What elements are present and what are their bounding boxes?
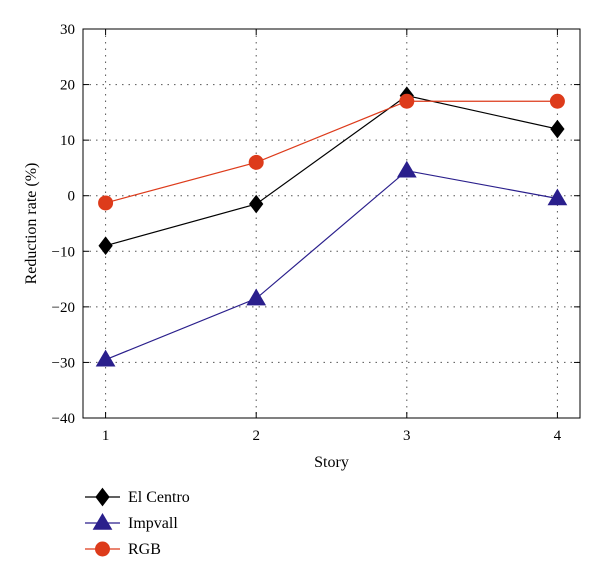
y-tick-label: 30 xyxy=(60,22,75,38)
data-point-impvall xyxy=(246,288,267,306)
legend-label-impvall: Impvall xyxy=(128,515,178,532)
data-point-el-centro xyxy=(550,119,565,139)
legend: El Centro Impvall RGB xyxy=(85,487,190,558)
x-axis-title: Story xyxy=(314,454,349,471)
series-rgb xyxy=(98,93,565,211)
legend-item-el-centro: El Centro xyxy=(85,487,190,507)
y-tick-label: −20 xyxy=(52,300,75,316)
data-point-el-centro xyxy=(249,194,264,214)
data-point-impvall xyxy=(396,160,417,178)
data-point-impvall xyxy=(547,188,568,206)
data-point-rgb xyxy=(98,195,114,211)
x-tick-label: 2 xyxy=(252,428,260,444)
data-point-rgb xyxy=(399,93,415,109)
legend-item-impvall: Impvall xyxy=(85,513,178,532)
plot-frame xyxy=(82,28,581,419)
legend-label-el-centro: El Centro xyxy=(128,489,190,506)
y-axis-title: Reduction rate (%) xyxy=(23,163,40,285)
data-point-rgb xyxy=(248,154,264,170)
y-tick-label: 0 xyxy=(68,189,76,205)
legend-marker-el-centro xyxy=(95,487,110,507)
grid xyxy=(83,29,580,418)
series-line-rgb xyxy=(105,100,558,204)
y-tick-label: −30 xyxy=(52,355,75,371)
legend-item-rgb: RGB xyxy=(85,541,161,558)
series-impvall xyxy=(95,160,568,367)
legend-label-rgb: RGB xyxy=(128,541,161,558)
series-line-impvall xyxy=(105,170,558,361)
series-line-el-centro xyxy=(105,95,558,247)
y-tick-label: −40 xyxy=(52,411,75,427)
data-point-el-centro xyxy=(98,236,113,256)
series-el-centro xyxy=(98,86,565,256)
data-point-impvall xyxy=(95,349,116,367)
axes: 30 20 10 0 −10 −20 −30 −40 1 2 3 4 xyxy=(52,22,580,444)
y-tick-label: 20 xyxy=(60,78,75,94)
y-tick-label: −10 xyxy=(52,244,75,260)
x-tick-label: 1 xyxy=(102,428,110,444)
plot-area xyxy=(82,28,581,419)
data-point-rgb xyxy=(549,93,565,109)
y-tick-label: 10 xyxy=(60,133,75,149)
x-tick-label: 4 xyxy=(554,428,562,444)
x-tick-label: 3 xyxy=(403,428,411,444)
legend-marker-impvall xyxy=(92,513,113,530)
legend-marker-rgb xyxy=(95,541,110,557)
series-group xyxy=(95,86,568,367)
